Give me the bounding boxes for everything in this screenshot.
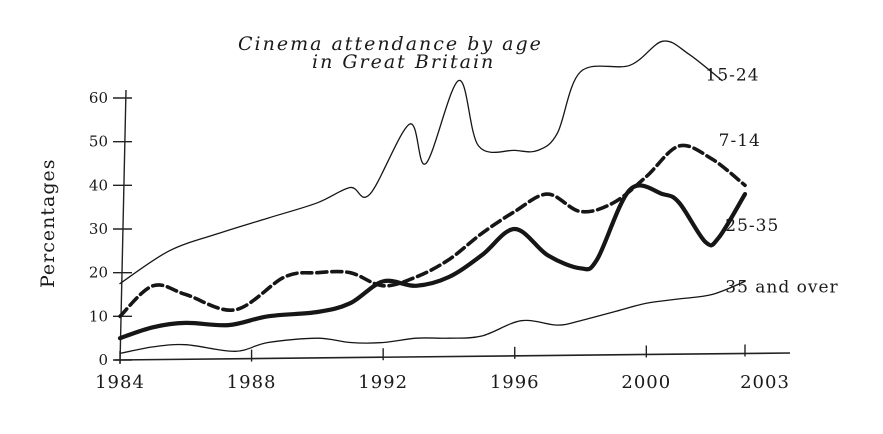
y-tick-label: 20 [89,264,108,282]
series-lines [117,40,748,355]
chart-title-line-2: in Great Britain [312,51,495,73]
y-tick-label: 30 [89,220,108,238]
series-label-7-14: 7-14 [719,131,761,151]
y-tick-label: 40 [89,176,108,194]
x-tick-label: 1992 [358,372,408,393]
x-axis-line [114,352,791,361]
x-tick-label: 1984 [95,372,145,393]
series-label-15-24: 15-24 [706,66,760,86]
series-line-35-and-over [119,280,746,355]
series-line-15-24 [119,40,723,285]
x-axis-ticks: 1984 1988 1992 1996 2000 2003 [95,344,790,393]
series-line-7-14 [118,143,747,319]
y-axis-label: Percentages [37,159,59,289]
series-label-35-and-over: 35 and over [725,277,838,297]
x-tick-label: 1988 [227,372,277,393]
series-line-25-35 [117,183,748,341]
series-label-25-35: 25-35 [725,216,779,236]
y-tick-label: 60 [89,89,108,107]
y-tick-label: 10 [89,307,108,325]
series-labels: 15-24 7-14 25-35 35 and over [706,66,838,298]
x-tick-label: 1996 [490,372,540,393]
y-tick-label: 0 [98,351,108,369]
x-tick-label: 2003 [740,372,790,393]
x-tick-label: 2000 [621,372,671,393]
y-axis-ticks: 0 10 20 30 40 50 60 [89,89,132,369]
chart-title-line-1: Cinema attendance by age [238,33,543,55]
y-tick-label: 50 [89,133,108,151]
y-axis-line [119,89,127,365]
